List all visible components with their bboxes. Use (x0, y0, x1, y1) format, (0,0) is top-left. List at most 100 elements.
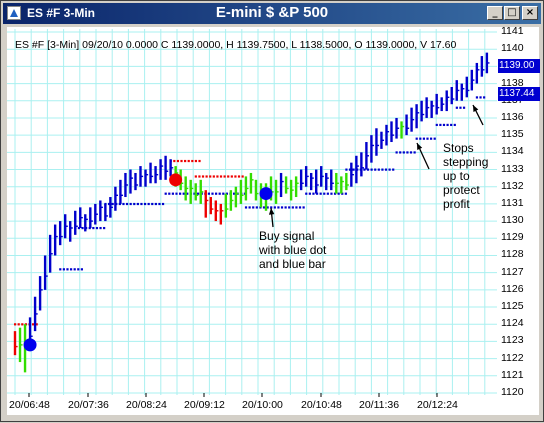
blue-stop-dot (222, 192, 225, 195)
blue-stop-dot (92, 226, 95, 230)
stops-annotation: Stops stepping up to protect profit (443, 141, 488, 211)
blue-stop-dot (77, 268, 80, 271)
blue-stop-dot (186, 192, 189, 195)
blue-stop-dot (280, 206, 284, 209)
blue-stop-dot (69, 268, 73, 271)
blue-stop-dot (308, 192, 311, 195)
stops-annotation-line: protect (443, 183, 480, 197)
blue-stop-dot (88, 226, 91, 230)
blue-stop-dot (453, 123, 456, 127)
y-tick-label: 1141 (501, 25, 524, 37)
blue-stop-dot (111, 202, 114, 206)
blue-stop-dot (366, 168, 370, 171)
x-tick-label: 20/10:48 (301, 399, 342, 411)
blue-stop-dot (95, 226, 99, 230)
blue-stop-dot (479, 96, 482, 99)
red-stop-dot (212, 175, 215, 178)
blue-stop-dot (426, 137, 429, 140)
red-stop-dot (205, 175, 208, 178)
blue-stop-dot (59, 268, 62, 271)
close-button[interactable]: × (522, 6, 538, 20)
buy-annotation-line: and blue bar (259, 257, 326, 271)
red-stop-dot (180, 159, 183, 163)
blue-stop-dot (455, 106, 458, 109)
blue-stop-dot (255, 206, 258, 209)
blue-stop-dot (402, 151, 405, 154)
red-stop-dot (191, 159, 194, 163)
blue-stop-dot (244, 206, 248, 209)
blue-stop-dot (168, 192, 171, 195)
blue-stop-dot (233, 192, 236, 195)
x-tick-label: 20/10:00 (242, 399, 283, 411)
red-stop-dot (198, 175, 201, 178)
blue-stop-dot (182, 192, 185, 195)
red-signal-dot (169, 173, 183, 187)
y-tick-label: 1126 (501, 282, 524, 295)
blue-stop-dot (103, 226, 106, 230)
blue-stop-dot (140, 202, 143, 206)
y-tick-label: 1129 (501, 231, 524, 244)
ohlc-info-line: ES #F [3-Min] 09/20/10 0.0000 C 1139.000… (15, 39, 457, 51)
blue-stop-dot (435, 123, 438, 127)
blue-stop-dot (388, 168, 391, 171)
red-stop-dot (194, 159, 198, 163)
blue-stop-dot (415, 137, 418, 140)
blue-stop-dot (370, 168, 373, 171)
blue-stop-dot (118, 202, 121, 206)
red-stop-dot (32, 323, 35, 326)
blue-stop-dot (439, 123, 442, 127)
y-tick-label: 1138 (501, 76, 524, 89)
y-tick-label: 1123 (501, 334, 524, 347)
red-stop-dot (209, 175, 212, 178)
blue-signal-dot (259, 187, 273, 201)
blue-stop-dot (330, 192, 333, 195)
blue-stop-dot (442, 123, 446, 127)
blue-stop-dot (259, 206, 262, 209)
blue-stop-dot (341, 192, 344, 195)
app-icon (7, 6, 21, 20)
blue-stop-dot (161, 202, 165, 206)
blue-stop-dot (262, 206, 266, 209)
last-price-tag: 1139.00 (498, 59, 540, 73)
blue-stop-dot (337, 192, 340, 195)
blue-stop-dot (348, 168, 352, 171)
maximize-button[interactable]: □ (504, 6, 520, 20)
blue-stop-dot (77, 226, 81, 230)
blue-stop-dot (409, 151, 413, 154)
blue-stop-dot (323, 192, 326, 195)
blue-signal-dot (23, 338, 37, 352)
blue-stop-dot (483, 96, 486, 99)
blue-stop-dot (419, 137, 422, 140)
blue-stop-dot (475, 96, 479, 99)
red-stop-dot (223, 175, 226, 178)
x-tick-label: 20/07:36 (68, 399, 109, 411)
x-tick-label: 20/08:24 (126, 399, 167, 411)
red-stop-dot (17, 323, 20, 326)
buy-signal-arrow-head (268, 208, 275, 215)
red-stop-dot (230, 175, 233, 178)
blue-stop-dot (270, 206, 273, 209)
x-tick-label: 20/06:48 (9, 399, 50, 411)
blue-stop-dot (171, 192, 174, 195)
y-tick-label: 1125 (501, 300, 524, 313)
y-tick-label: 1121 (501, 368, 524, 381)
blue-stop-dot (446, 123, 449, 127)
y-tick-label: 1136 (501, 110, 524, 123)
blue-stop-dot (413, 151, 416, 154)
blue-stop-dot (392, 168, 395, 171)
blue-stop-dot (151, 202, 154, 206)
buy-annotation-line: with blue dot (259, 243, 327, 257)
blue-stop-dot (154, 202, 157, 206)
y-tick-label: 1140 (501, 42, 524, 55)
blue-stop-dot (136, 202, 139, 206)
symbol-label: ES #F 3-Min (27, 6, 96, 20)
title-bar[interactable]: ES #F 3-Min E-mini $ &P 500 _ □ × (3, 3, 541, 24)
blue-stop-dot (175, 192, 178, 195)
minimize-button[interactable]: _ (487, 6, 503, 20)
blue-stop-dot (122, 202, 125, 206)
plot-area[interactable] (7, 27, 497, 395)
y-tick-label: 1127 (501, 265, 524, 278)
blue-stop-dot (81, 226, 84, 230)
